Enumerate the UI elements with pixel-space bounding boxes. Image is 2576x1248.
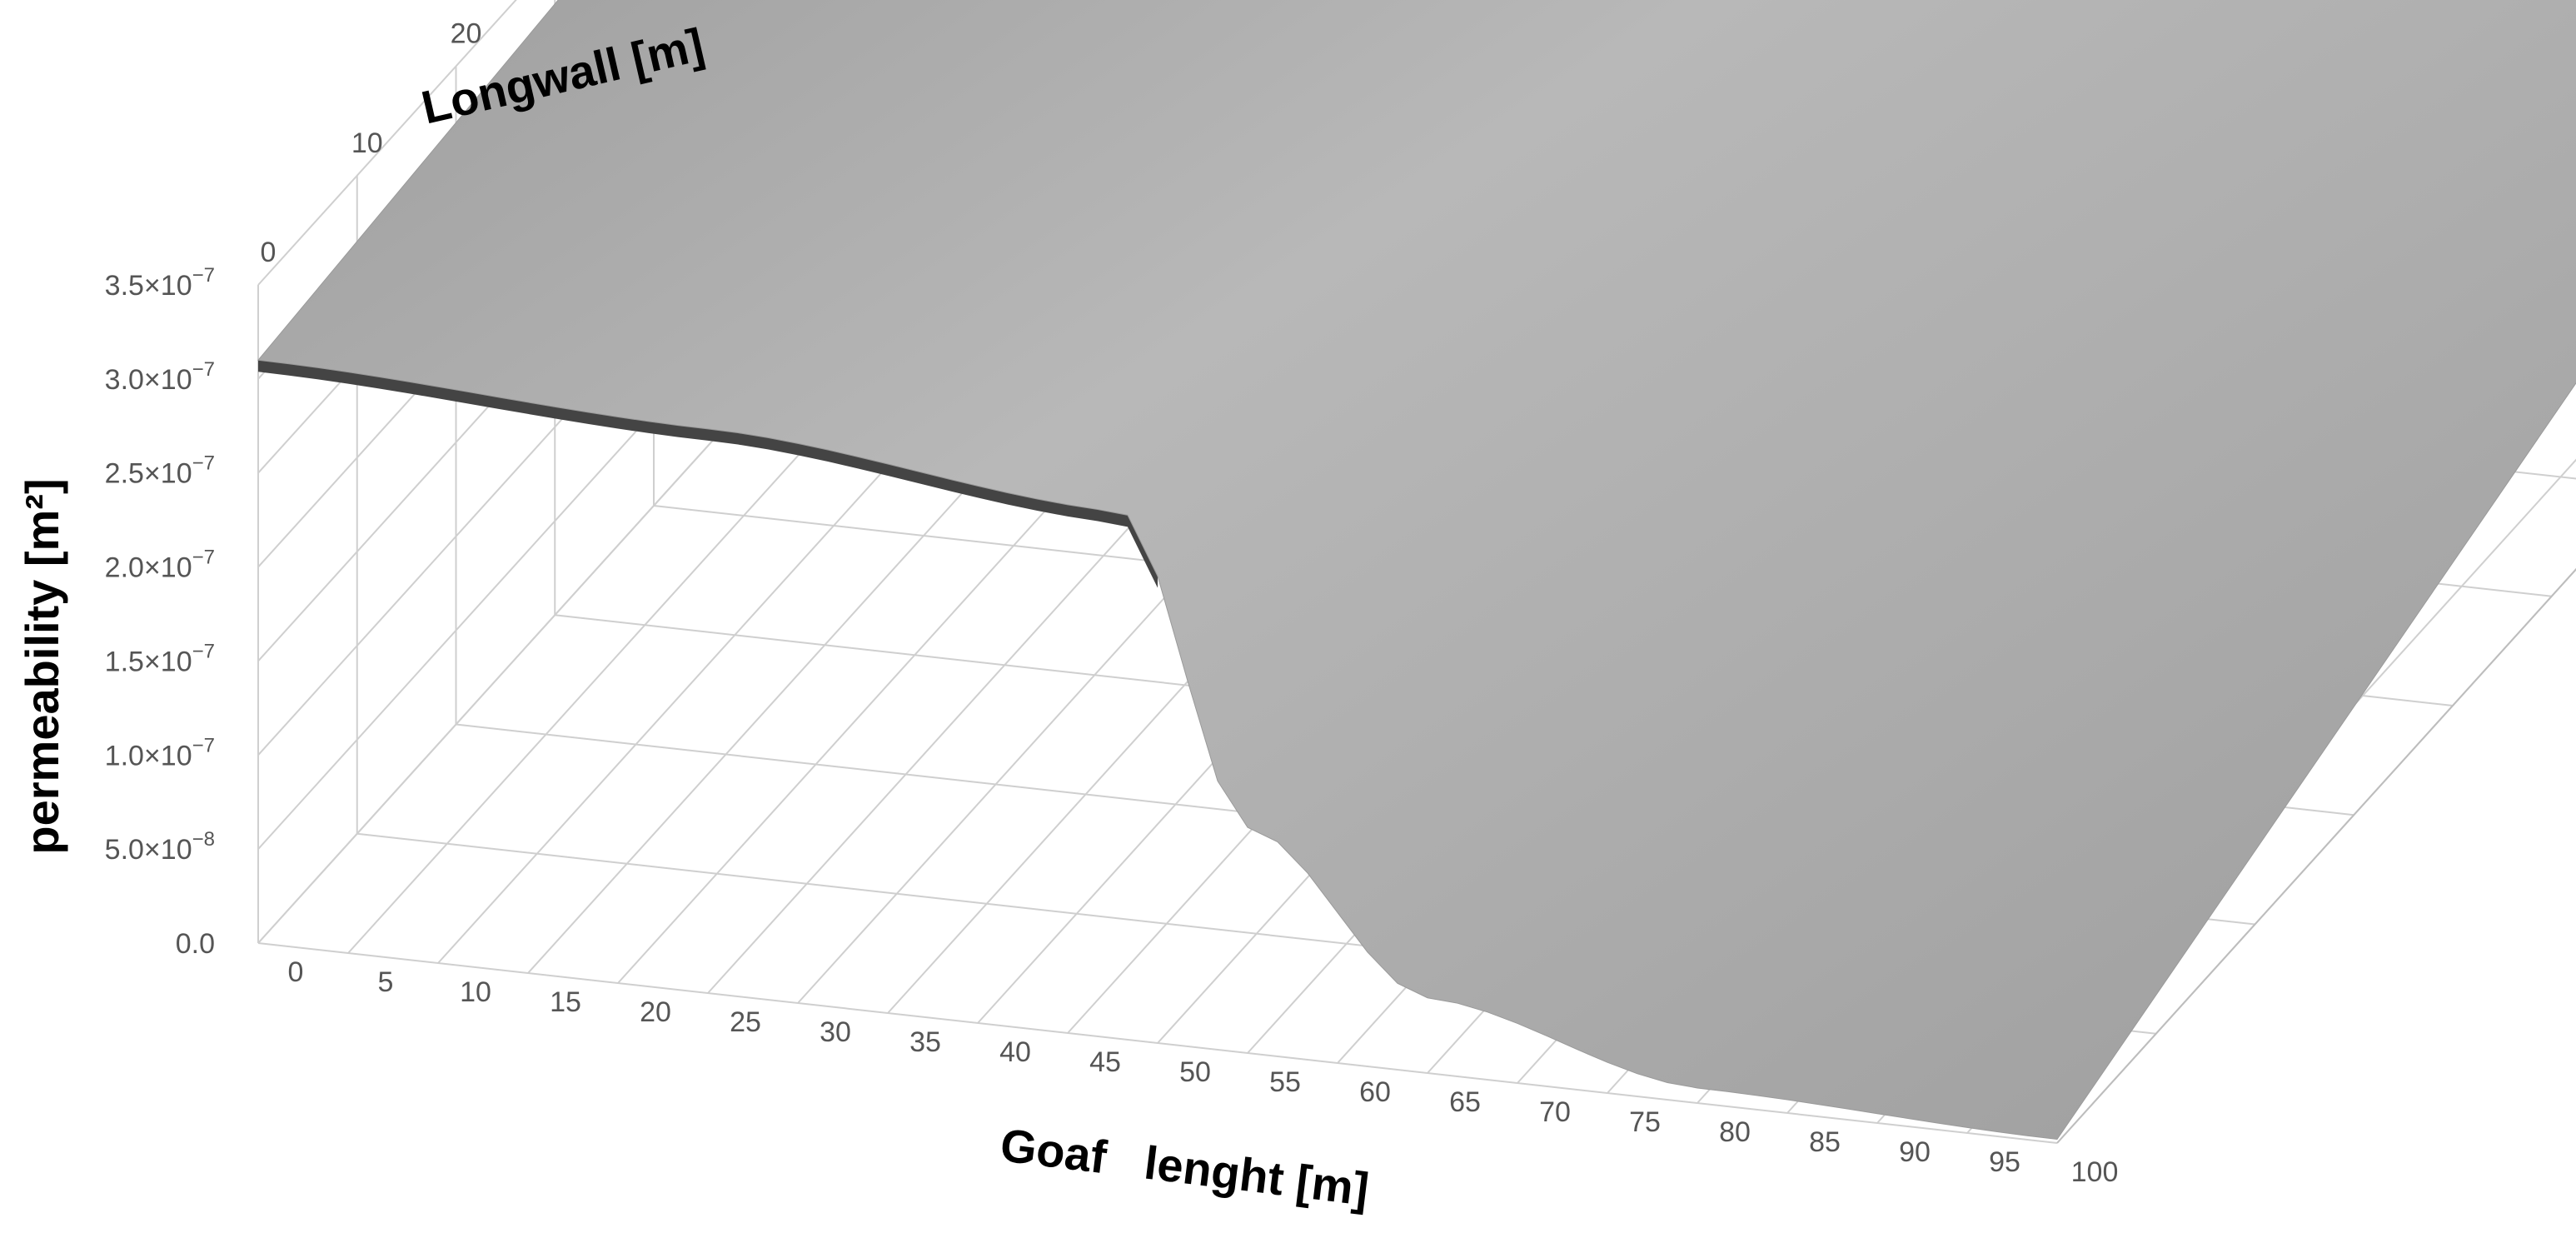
left-wall-gridline-z <box>257 0 517 286</box>
z-tick-label: 1.5×10−7 <box>105 640 215 677</box>
z-tick-exponent: −7 <box>192 640 215 662</box>
z-tick-mantissa: 3.0×10 <box>105 364 192 396</box>
x-tick-label: 10 <box>460 976 491 1008</box>
x-axis-title: Goaf lenght [m] <box>998 1118 1372 1216</box>
z-tick-mantissa: 3.5×10 <box>105 270 192 302</box>
z-tick-mantissa: 1.5×10 <box>105 646 192 677</box>
x-tick-label: 5 <box>378 966 394 998</box>
x-tick-label: 50 <box>1179 1056 1211 1088</box>
z-tick-mantissa: 5.0×10 <box>105 834 192 866</box>
z-tick-label: 1.0×10−7 <box>105 734 215 771</box>
x-tick-label: 85 <box>1809 1126 1841 1158</box>
x-tick-label: 55 <box>1269 1066 1301 1098</box>
z-tick-exponent: −7 <box>192 452 215 475</box>
x-tick-label: 20 <box>640 996 671 1028</box>
x-tick-label: 30 <box>820 1016 851 1048</box>
x-tick-label: 15 <box>550 986 581 1018</box>
z-tick-label: 2.0×10−7 <box>105 547 215 584</box>
x-tick-label: 25 <box>730 1006 761 1038</box>
z-tick-label: 0.0 <box>176 928 215 960</box>
surface-underside <box>258 360 1158 588</box>
x-tick-label: 60 <box>1359 1076 1391 1108</box>
z-tick-exponent: −7 <box>192 264 215 287</box>
z-tick-mantissa: 2.0×10 <box>105 552 192 584</box>
box-edge <box>2056 567 2576 1144</box>
x-tick-label: 45 <box>1089 1046 1121 1078</box>
x-tick-label: 65 <box>1449 1086 1481 1118</box>
x-tick-label: 80 <box>1719 1116 1751 1148</box>
z-tick-exponent: −7 <box>192 547 215 569</box>
z-tick-label: 3.0×10−7 <box>105 358 215 396</box>
y-tick-label: 0 <box>261 237 277 268</box>
z-tick-mantissa: 2.5×10 <box>105 458 192 490</box>
z-tick-exponent: −8 <box>192 828 215 851</box>
z-axis-title: permeability [m²] <box>16 478 68 854</box>
y-tick-label: 20 <box>451 18 482 50</box>
tick-layer: 0 5 10 15 20 25 30 35 40 45 50 55 60 65 70 75 80 85 90 95 10… <box>105 18 2119 1189</box>
surface-layer <box>257 0 2576 1141</box>
x-tick-label: 70 <box>1539 1096 1571 1128</box>
x-tick-label: 100 <box>2071 1156 2119 1188</box>
z-tick-exponent: −7 <box>192 734 215 756</box>
z-tick-label: 2.5×10−7 <box>105 452 215 490</box>
floor-gridline-y <box>257 942 2058 1144</box>
z-tick-label: 5.0×10−8 <box>105 828 215 866</box>
y-tick-label: 10 <box>351 127 383 159</box>
x-tick-label: 40 <box>999 1036 1031 1068</box>
x-tick-label: 75 <box>1629 1106 1661 1138</box>
z-tick-label: 3.5×10−7 <box>105 264 215 302</box>
x-tick-label: 95 <box>1989 1146 2020 1178</box>
z-tick-exponent: −7 <box>192 358 215 381</box>
z-tick-mantissa: 0.0 <box>176 928 215 960</box>
z-tick-mantissa: 1.0×10 <box>105 740 192 771</box>
x-tick-label: 90 <box>1899 1136 1931 1168</box>
x-tick-label: 35 <box>909 1026 941 1058</box>
x-tick-label: 0 <box>288 956 304 988</box>
permeability-surface <box>257 0 2576 1141</box>
